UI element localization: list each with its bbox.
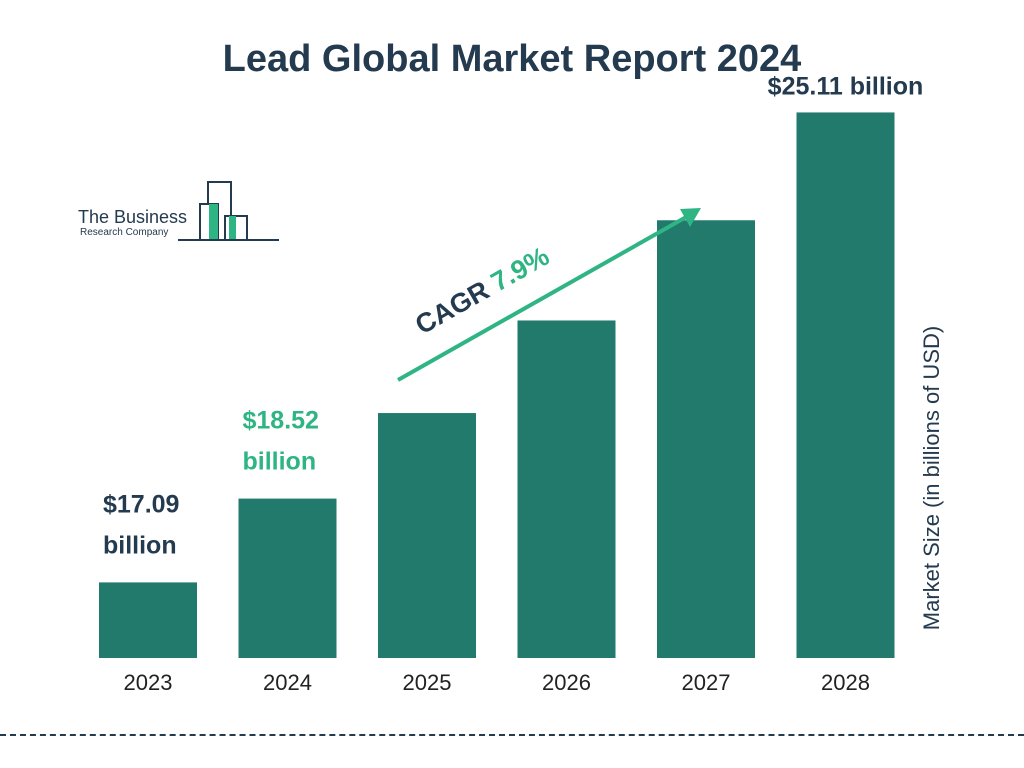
- bar-2025: [378, 413, 476, 658]
- x-tick-label: 2025: [403, 670, 452, 695]
- cagr-arrowhead-icon: [680, 208, 701, 227]
- bar-2028: [796, 112, 895, 658]
- logo-name: The Business: [78, 207, 188, 227]
- cagr-arrow-line: [397, 214, 689, 382]
- bar-2026: [517, 320, 616, 658]
- x-tick-label: 2028: [821, 670, 870, 695]
- bar-2023: [99, 582, 197, 658]
- data-label: $17.09: [103, 490, 179, 518]
- x-tick-label: 2027: [682, 670, 731, 695]
- data-label: billion: [103, 531, 177, 559]
- cagr-value: 7.9%: [486, 241, 554, 297]
- y-axis-label: Market Size (in billions of USD): [919, 325, 944, 631]
- bar-2027: [657, 220, 755, 658]
- company-logo: The Business Research Company: [74, 180, 284, 245]
- footer-divider: [0, 734, 1024, 736]
- bar-2024: [238, 498, 337, 658]
- buildings-logo-icon: [178, 181, 279, 241]
- chart-title: Lead Global Market Report 2024: [222, 38, 802, 80]
- logo-subtitle: Research Company: [80, 227, 169, 238]
- data-label: $18.52: [243, 407, 319, 435]
- data-label: $25.11 billion: [768, 72, 924, 100]
- x-tick-label: 2024: [263, 670, 312, 695]
- x-tick-label: 2023: [124, 670, 173, 695]
- data-label: billion: [243, 448, 317, 476]
- x-tick-label: 2026: [542, 670, 591, 695]
